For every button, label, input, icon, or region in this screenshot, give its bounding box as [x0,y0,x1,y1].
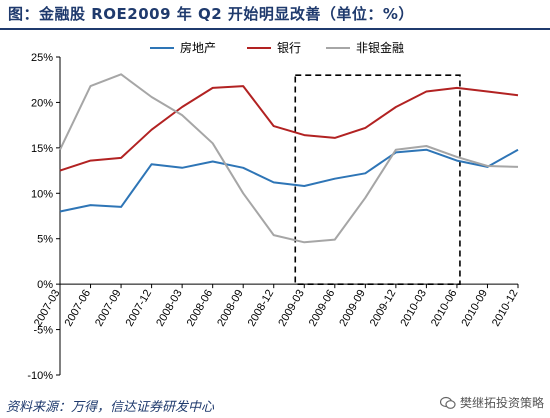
x-tick-label: 2008-06 [185,288,216,329]
legend-label: 银行 [277,41,301,55]
x-tick-label: 2007-12 [124,288,155,329]
y-tick-label: -5% [33,325,53,337]
y-tick-label: 25% [31,52,53,64]
series-line [59,148,519,213]
chart-title: 图：金融股 ROE2009 年 Q2 开始明显改善（单位：%） [8,5,414,23]
title-divider [0,28,550,30]
y-tick-label: 5% [37,234,53,246]
x-tick-label: 2007-06 [63,288,94,329]
series-line [59,85,519,172]
x-tick-label: 2010-12 [490,288,521,329]
x-tick-label: 2009-12 [368,288,399,329]
x-tick-label: 2009-06 [307,288,338,329]
source-note: 资料来源：万得，信达证券研发中心 [6,400,215,415]
watermark-text: 樊继拓投资策略 [459,396,544,410]
x-tick-label: 2010-09 [459,288,490,329]
x-tick-label: 2007-09 [93,288,124,329]
x-tick-label: 2007-03 [32,288,63,329]
y-tick-label: -10% [27,370,53,382]
x-tick-label: 2008-12 [246,288,277,329]
y-tick-label: 10% [31,188,53,200]
x-tick-label: 2009-09 [337,288,368,329]
x-tick-label: 2008-09 [215,288,246,329]
legend-label: 非银金融 [356,40,404,55]
line-chart: -10%-5%0%5%10%15%20%25%2007-03 2007-06 200… [27,40,521,382]
wechat-icon [439,396,456,409]
y-tick-label: 20% [31,97,53,109]
y-tick-label: 15% [31,143,53,155]
x-tick-label: 2008-03 [154,288,185,329]
y-tick-label: 0% [37,279,53,291]
series-line [59,73,519,244]
x-tick-label: 2010-06 [429,288,460,329]
highlight-box [294,74,461,285]
x-tick-label: 2010-03 [398,288,429,329]
x-tick-label: 2009-03 [276,288,307,329]
legend-label: 房地产 [180,40,216,55]
watermark: 樊继拓投资策略 [439,394,544,411]
